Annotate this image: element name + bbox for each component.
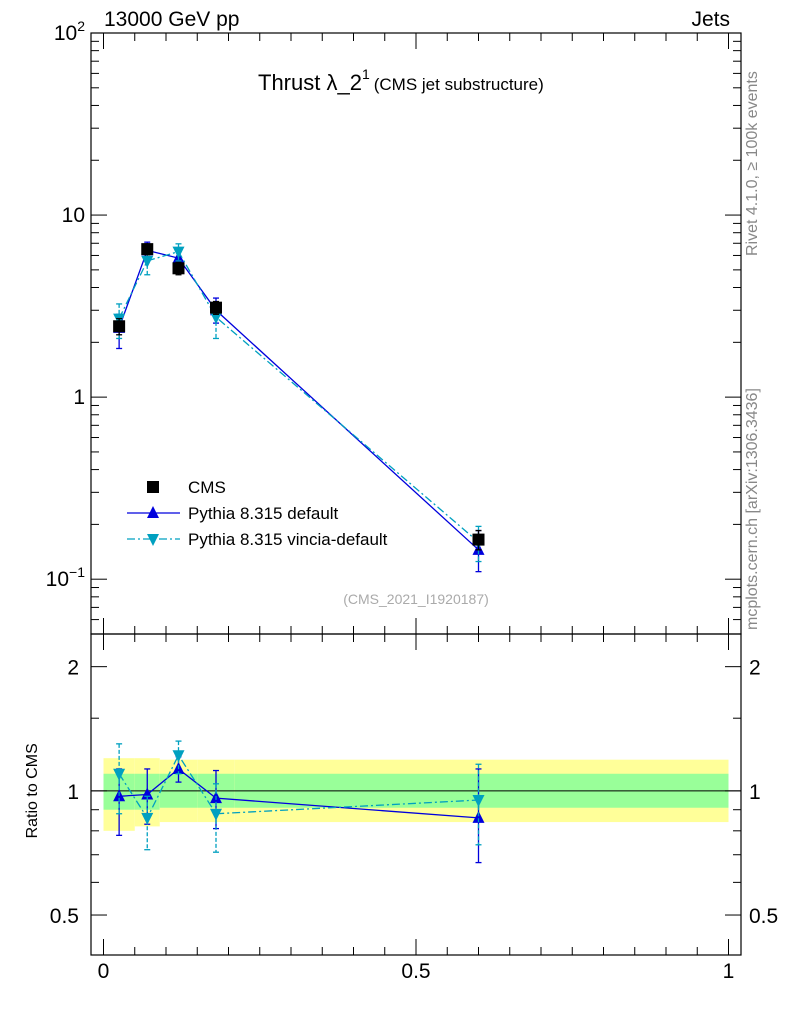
legend-marker-2	[147, 534, 159, 546]
main-series-2-point-0	[113, 320, 126, 333]
ratio-y-axis-label: Ratio to CMS	[24, 743, 41, 838]
main-y-tick-label-base: 10	[62, 204, 85, 227]
header-category: Jets	[691, 8, 730, 31]
main-series-1-point-3	[210, 312, 222, 325]
main-y-tick-label-3: 10−1	[46, 564, 86, 591]
ratio-plot-area	[91, 758, 741, 831]
main-y-tick-label-base: 1	[73, 386, 85, 409]
ratio-x-tick-label-1: 0.5	[401, 960, 430, 983]
chart-title-superscript: 1	[362, 66, 370, 82]
legend-label-1: Pythia 8.315 default	[188, 504, 339, 523]
ratio-series-1-point-1	[141, 812, 154, 825]
main-y-tick-label-2: 1	[73, 386, 85, 409]
main-y-tick-label-0: 102	[54, 18, 85, 45]
ratio-y-tick-label-right-1: 1	[749, 781, 761, 804]
main-series-1-line	[118, 250, 479, 543]
chart-subtitle: (CMS jet substructure)	[374, 75, 544, 94]
main-series-2-point-3	[210, 301, 222, 314]
ratio-series-1-point-2	[172, 750, 185, 763]
header-energy: 13000 GeV pp	[104, 8, 240, 31]
main-series-2-point-4	[472, 533, 485, 546]
main-plot-content	[113, 241, 485, 573]
ratio-y-tick-label-left-2: 0.5	[50, 905, 79, 928]
ratio-series-0-point-4	[472, 810, 485, 823]
ratio-plot-content	[113, 740, 485, 864]
main-series-1-point-2	[172, 246, 185, 259]
ratio-series-1-point-4	[472, 795, 485, 808]
legend: CMS Pythia 8.315 default Pythia 8.315 vinc…	[127, 478, 388, 549]
main-y-tick-label-1: 10	[62, 204, 85, 227]
chart-title: Thrust λ_21(CMS jet substructure)	[258, 66, 544, 95]
chart-title-main: Thrust λ_2	[258, 70, 362, 95]
legend-marker-1	[147, 506, 159, 518]
main-y-tick-label-exponent: −1	[69, 564, 85, 580]
ratio-y-tick-label-right-0: 2	[749, 657, 761, 680]
ratio-series-1-point-0	[113, 768, 126, 781]
legend-label-0: CMS	[188, 478, 226, 497]
main-y-tick-label-exponent: 2	[77, 18, 85, 34]
ratio-y-tick-label-left-1: 1	[67, 781, 79, 804]
main-y-tick-label-base: 10	[46, 568, 69, 591]
ratio-x-tick-label-2: 1	[723, 960, 735, 983]
ratio-series-1-line	[118, 753, 479, 820]
main-series-1-point-1	[141, 255, 154, 268]
main-y-tick-label-base: 10	[54, 22, 77, 45]
ratio-y-tick-label-right-2: 0.5	[749, 905, 778, 928]
ratio-series-1-point-3	[210, 808, 222, 821]
legend-marker-0	[147, 481, 159, 493]
main-series-2-point-1	[141, 243, 154, 256]
ratio-y-tick-label-left-0: 2	[67, 657, 79, 680]
analysis-id: (CMS_2021_I1920187)	[343, 591, 489, 607]
ratio-x-tick-label-0: 0	[98, 960, 110, 983]
legend-label-2: Pythia 8.315 vincia-default	[188, 530, 388, 549]
main-series-2-point-2	[172, 262, 185, 275]
